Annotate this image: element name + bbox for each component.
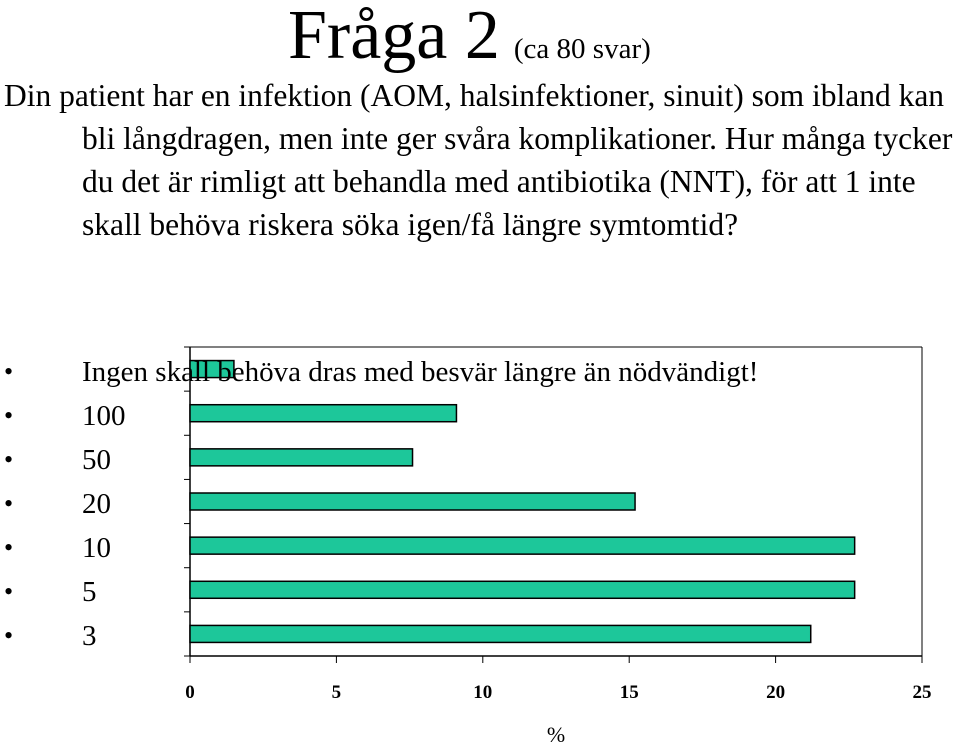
bar [189, 359, 235, 379]
bar [189, 536, 856, 555]
bullet-glyph: • [4, 445, 14, 474]
answer-option: • 10 [0, 526, 758, 570]
bullet-glyph: • [4, 401, 14, 430]
answer-options-list: • Ingen skall behöva dras med besvär läng… [0, 350, 758, 658]
x-tick-label: 10 [473, 682, 492, 703]
bar [189, 624, 812, 644]
x-tick-label: 5 [332, 682, 342, 703]
y-tick-label: 3 [82, 620, 97, 652]
bullet-glyph: • [4, 357, 14, 386]
answer-option: • 100 [0, 394, 758, 438]
bullet-glyph: • [4, 577, 14, 606]
answer-option: • 50 [0, 438, 758, 482]
bar [189, 448, 414, 467]
slide-title: Fråga 2 [288, 0, 500, 74]
bullet-glyph: • [4, 489, 14, 518]
y-tick-label: 5 [82, 576, 97, 608]
x-tick-label: 20 [766, 682, 785, 703]
slide-subtitle: (ca 80 svar) [513, 33, 651, 65]
y-tick-label: 100 [82, 400, 126, 432]
question-text: Din patient har en infektion (AOM, halsi… [4, 78, 953, 242]
x-axis-label: % [547, 722, 565, 744]
bar [189, 403, 458, 423]
x-tick-label: 0 [185, 682, 195, 703]
slide-title-block: Fråga 2 (ca 80 svar) [288, 0, 651, 74]
y-tick-label: 50 [82, 444, 111, 476]
bar [189, 580, 856, 600]
bar [189, 492, 636, 511]
answer-option: • 5 [0, 570, 758, 614]
bullet-glyph: • [4, 533, 14, 562]
y-tick-label: 20 [82, 488, 111, 520]
answer-option: • Ingen skall behöva dras med besvär läng… [0, 350, 758, 394]
answer-option: • 20 [0, 482, 758, 526]
bullet-glyph: • [4, 621, 14, 650]
y-tick-label: 10 [82, 532, 111, 564]
y-tick-label: Ingen skall behöva dras med besvär längr… [82, 356, 759, 388]
answer-option: • 3 [0, 614, 758, 658]
x-tick-label: 15 [620, 682, 639, 703]
x-tick-label: 25 [913, 682, 932, 703]
